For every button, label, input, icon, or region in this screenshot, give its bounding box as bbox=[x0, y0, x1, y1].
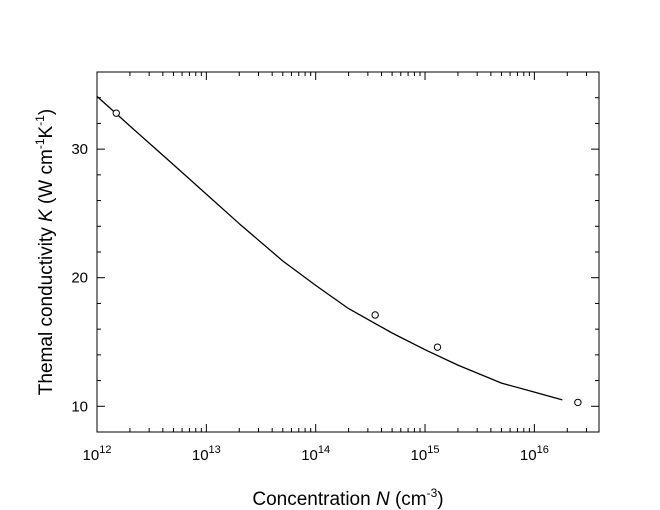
y-axis-title-var: K bbox=[36, 208, 57, 222]
fit-curve-layer bbox=[96, 95, 563, 401]
x-axis-title-unit-open: (cm bbox=[390, 489, 427, 510]
y-axis-title-main: Themal conductivity bbox=[36, 222, 57, 395]
y-axis-title-exp1: -1 bbox=[33, 138, 47, 149]
minor-ticks bbox=[97, 71, 599, 433]
y-axis-title-unit-close: ) bbox=[36, 109, 57, 115]
x-tick-label-exponent: 13 bbox=[209, 444, 221, 456]
x-tick-label-base: 10 bbox=[83, 447, 100, 464]
x-tick-label-exponent: 16 bbox=[537, 444, 549, 456]
y-axis-title-unit-open: (W cm bbox=[36, 149, 57, 209]
x-tick-label-exponent: 14 bbox=[318, 444, 330, 456]
y-tick-label-1: 20 bbox=[71, 270, 88, 287]
x-tick-labels: 1012 1013 1014 1015 1016 bbox=[83, 444, 549, 464]
x-axis-title: Concentration N (cm-3) bbox=[252, 486, 443, 510]
x-axis-title-var: N bbox=[376, 489, 390, 510]
plot-frame bbox=[96, 71, 600, 433]
x-tick-label-base: 10 bbox=[192, 447, 209, 464]
fit-curve bbox=[96, 95, 563, 401]
y-axis-title-exp2: -1 bbox=[33, 115, 47, 126]
y-tick-label-0: 10 bbox=[71, 398, 88, 415]
y-tick-labels: 10 20 30 bbox=[71, 141, 88, 415]
data-point-2 bbox=[433, 343, 442, 351]
x-tick-label-0: 1012 bbox=[83, 444, 112, 464]
x-axis-title-unit-exp: -3 bbox=[427, 486, 438, 500]
x-tick-label-4: 1016 bbox=[520, 444, 549, 464]
x-axis-title-unit-close: ) bbox=[437, 489, 443, 510]
x-tick-label-base: 10 bbox=[301, 447, 318, 464]
x-tick-label-base: 10 bbox=[411, 447, 428, 464]
data-markers-layer bbox=[112, 109, 582, 407]
major-ticks bbox=[96, 72, 599, 432]
x-tick-label-exponent: 15 bbox=[427, 444, 439, 456]
x-axis-title-main: Concentration bbox=[252, 489, 376, 510]
data-point-0 bbox=[112, 109, 120, 117]
x-tick-label-exponent: 12 bbox=[99, 444, 111, 456]
y-axis-title-mid: K bbox=[36, 125, 57, 138]
x-tick-label-2: 1014 bbox=[301, 444, 330, 464]
x-tick-label-base: 10 bbox=[520, 447, 537, 464]
data-point-3 bbox=[574, 398, 582, 407]
data-point-1 bbox=[371, 311, 379, 319]
x-tick-label-3: 1015 bbox=[411, 444, 440, 464]
y-tick-label-2: 30 bbox=[71, 141, 88, 158]
x-tick-label-1: 1013 bbox=[192, 444, 221, 464]
y-axis-title: Themal conductivity K (W cm-1K-1) bbox=[33, 109, 57, 395]
